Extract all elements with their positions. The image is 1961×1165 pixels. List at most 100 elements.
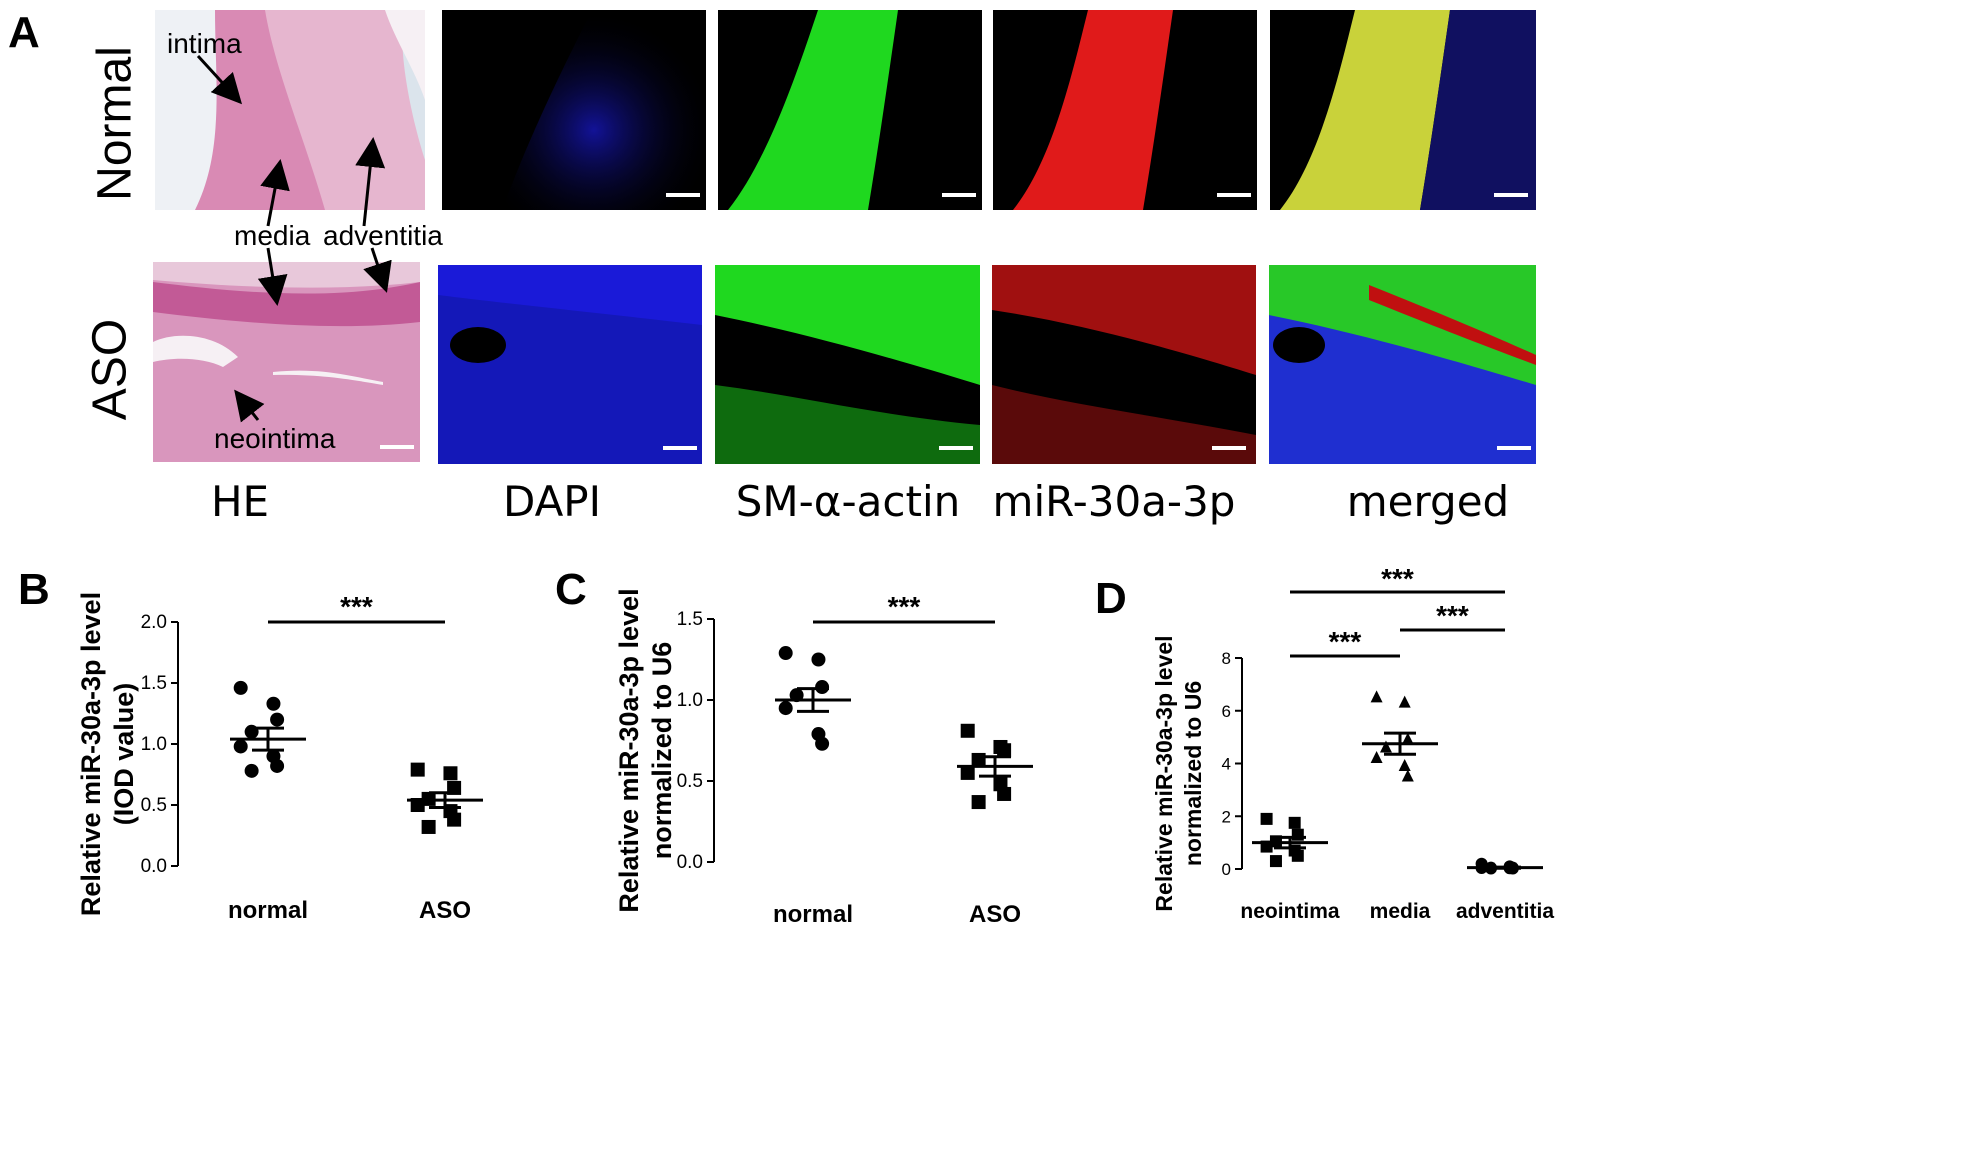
- chart-b-y-title: Relative miR-30a-3p level: [76, 592, 106, 916]
- chart-c-point: [815, 736, 830, 751]
- chart-b-point: [244, 763, 259, 778]
- chart-c-point: [971, 752, 986, 767]
- chart-b-point: [233, 680, 248, 695]
- chart-c-point: [997, 786, 1012, 801]
- chart-b-point: [443, 766, 458, 781]
- chart-d-y-tick-label: 4: [1222, 755, 1231, 774]
- chart-c-y-tick-label: 1.0: [677, 690, 703, 711]
- chart-c-point: [811, 652, 826, 667]
- chart-d-point: [1288, 844, 1301, 857]
- column-label-he: HE: [210, 477, 270, 526]
- panel-b-letter: B: [18, 565, 50, 614]
- chart-d-y-tick-label: 0: [1222, 860, 1231, 879]
- chart-c-point: [811, 727, 826, 742]
- chart-b-point: [447, 780, 462, 795]
- chart-d-category-label: media: [1370, 900, 1431, 923]
- chart-d-point: [1475, 861, 1488, 874]
- mir-image-normal: [993, 10, 1257, 210]
- chart-d-point: [1269, 855, 1282, 868]
- chart-b-point: [270, 712, 285, 727]
- scalebar-merged-aso: [1497, 446, 1531, 450]
- chart-d-category-label: adventitia: [1456, 900, 1554, 923]
- chart-d-point: [1379, 740, 1392, 753]
- chart-b-point: [447, 812, 462, 827]
- chart-d-category-label: neointima: [1240, 900, 1339, 923]
- scalebar-merged-normal: [1494, 193, 1528, 197]
- chart-b-point: [233, 739, 248, 754]
- chart-d-y-title: normalized to U6: [1180, 681, 1206, 866]
- chart-c-point: [960, 765, 975, 780]
- sm-actin-image-normal: [718, 10, 982, 210]
- chart-b-category-label: ASO: [419, 897, 471, 924]
- column-label-merged: merged: [1346, 477, 1510, 526]
- scalebar-dapi-aso: [663, 446, 697, 450]
- chart-d-y-tick-label: 8: [1222, 649, 1231, 668]
- chart-b-point: [410, 762, 425, 777]
- chart-b-y-tick-label: 1.0: [141, 734, 167, 755]
- chart-b-point: [421, 791, 436, 806]
- chart-c-y-title: Relative miR-30a-3p level: [614, 588, 644, 912]
- he-label-adventitia: adventitia: [323, 220, 443, 252]
- chart-d-point: [1475, 857, 1488, 870]
- chart-c-point: [789, 688, 804, 703]
- chart-d-point: [1370, 690, 1383, 703]
- chart-b-category-label: normal: [228, 897, 308, 924]
- chart-d-point: [1269, 835, 1282, 848]
- chart-d-point: [1503, 860, 1516, 873]
- chart-b-point: [266, 696, 281, 711]
- chart-b-y-tick-label: 2.0: [141, 612, 167, 633]
- panel-d-letter: D: [1095, 574, 1127, 623]
- chart-d-point: [1401, 732, 1414, 745]
- chart-d-y-tick-label: 2: [1222, 807, 1231, 826]
- panel-c-letter: C: [555, 565, 587, 614]
- scalebar-dapi-normal: [666, 193, 700, 197]
- chart-c-y-title: normalized to U6: [647, 642, 677, 860]
- he-label-media: media: [234, 220, 311, 252]
- chart-d-point: [1291, 849, 1304, 862]
- chart-d-point: [1398, 695, 1411, 708]
- scalebar-sm-actin-aso: [939, 446, 973, 450]
- column-label-mir: miR-30a-3p: [992, 477, 1236, 526]
- chart-d-y-title: Relative miR-30a-3p level: [1151, 635, 1177, 911]
- chart-d-point: [1398, 758, 1411, 771]
- he-label-intima: intima: [167, 28, 242, 59]
- chart-d-point: [1291, 828, 1304, 841]
- chart-d-significance-label: ***: [1329, 626, 1362, 657]
- chart-c-point: [815, 680, 830, 695]
- chart-d-y-tick-label: 6: [1222, 702, 1231, 721]
- he-label-neointima: neointima: [214, 423, 336, 454]
- chart-d-point: [1370, 751, 1383, 764]
- chart-c-y-tick-label: 0.0: [677, 852, 703, 873]
- scalebar-he-aso: [380, 445, 414, 449]
- chart-d-point: [1401, 769, 1414, 782]
- arrow-adventitia-normal: [355, 137, 386, 227]
- panel-a-letter: A: [8, 8, 40, 57]
- sm-actin-image-aso: [715, 265, 980, 464]
- chart-b-point: [443, 804, 458, 819]
- chart-c-point: [971, 795, 986, 810]
- arrow-media-aso: [257, 247, 288, 306]
- chart-c-y-tick-label: 0.5: [677, 771, 703, 792]
- chart-b-point: [421, 819, 436, 834]
- chart-c-point: [778, 701, 793, 716]
- merged-image-aso: [1269, 265, 1536, 464]
- scalebar-sm-actin-normal: [942, 193, 976, 197]
- he-image-normal: [155, 10, 425, 210]
- chart-c-point: [997, 743, 1012, 758]
- arrow-intima: [196, 54, 243, 105]
- chart-c-point: [993, 777, 1008, 792]
- chart-b-point: [410, 798, 425, 812]
- chart-d-point: [1260, 812, 1273, 825]
- scalebar-mir-normal: [1217, 193, 1251, 197]
- chart-c-category-label: ASO: [969, 901, 1021, 928]
- chart-d-point: [1260, 840, 1273, 853]
- chart-d-point: [1506, 861, 1519, 874]
- chart-b-y-tick-label: 0.0: [141, 856, 167, 877]
- chart-d-significance-label: ***: [1436, 600, 1469, 631]
- dapi-image-aso: [438, 265, 702, 464]
- chart-c-point: [778, 646, 793, 661]
- arrow-neointima: [234, 389, 265, 423]
- chart-d-point: [1484, 861, 1497, 874]
- merged-image-normal: [1270, 10, 1536, 210]
- mir-image-aso: [992, 265, 1256, 464]
